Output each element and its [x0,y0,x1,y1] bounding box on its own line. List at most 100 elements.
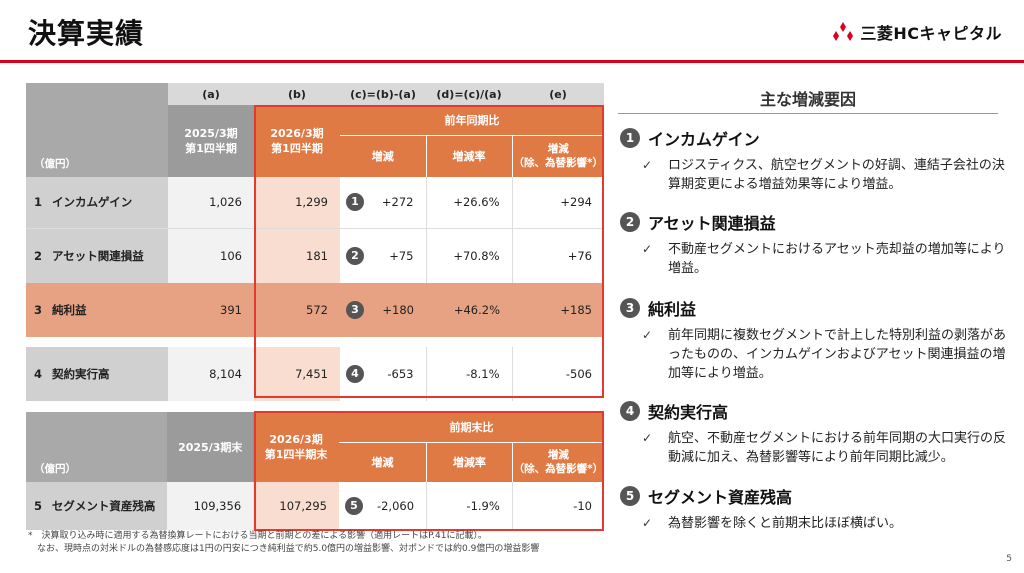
table-row: 1 インカムゲイン 1,026 1,299 1 +272 +26.6% +294 [26,177,604,228]
check-icon: ✓ [642,431,653,445]
reason-body: 前年同期に複数セグメントで計上した特別利益の剥落があったものの、インカムゲインお… [668,328,1007,381]
group-header: 前年同期比 [340,105,604,136]
header-divider [0,60,1024,63]
footnote-line-1: * 決算取り込み時に適用する為替換算レートにおける当期と前期との差による影響（適… [28,531,487,541]
value-a: 8,104 [168,347,254,401]
value-d: -8.1% [426,347,513,401]
reason-number: 5 [620,486,640,506]
check-icon: ✓ [642,158,653,172]
reason-body: 為替影響を除くと前期末比ほぼ横ばい。 [668,516,903,531]
col-header-b: 2026/3期 第1四半期末 [253,412,339,482]
value-a: 106 [168,228,254,283]
sub-header-d: 増減率 [426,442,513,482]
check-icon: ✓ [642,516,653,530]
sub-header-e: 増減 （除、為替影響*） [512,442,604,482]
reason-heading: 純利益 [648,300,697,319]
table-row: 5 セグメント資産残高 109,356 107,295 5 -2,060 -1.9… [26,482,604,530]
value-b: 7,451 [254,347,340,401]
row-index: 3 [26,283,50,337]
badge-3: 3 [346,301,364,319]
unit-label: （億円） [34,463,76,475]
group-header: 前期末比 [338,412,604,443]
check-icon: ✓ [642,328,653,342]
value-c: +75 [389,248,414,263]
row-label: インカムゲイン [50,177,168,228]
side-panel-title: 主な増減要因 [759,90,856,109]
value-e: +76 [512,228,604,283]
row-label: アセット関連損益 [50,228,168,283]
unit-label: （億円） [34,158,76,170]
col-header-b: 2026/3期 第1四半期 [254,105,340,177]
value-b: 107,295 [253,482,339,530]
page-title: 決算実績 [28,17,145,50]
reason-item-4: 4 契約実行高 ✓ 航空、不動産セグメントにおける前年同期の大口実行の反動減に加え、… [620,399,1010,467]
footnote-line-2: なお、現時点の対米ドルの為替感応度は1円の円安につき純利益で約5.0億円の増益影… [28,544,540,554]
col-letter-d: (d)=(c)/(a) [426,83,512,105]
value-b: 1,299 [254,177,340,228]
reason-item-5: 5 セグメント資産残高 ✓ 為替影響を除くと前期末比ほぼ横ばい。 [620,484,1010,533]
reason-number: 3 [620,298,640,318]
reason-heading: アセット関連損益 [648,214,776,233]
reason-number: 1 [620,128,640,148]
reason-body: ロジスティクス、航空セグメントの好調、連結子会社の決算期変更による増益効果等によ… [668,158,1005,192]
row-index: 2 [26,228,50,283]
col-header-a: 2025/3期末 [167,412,254,482]
table-row: 2 アセット関連損益 106 181 2 +75 +70.8% +76 [26,228,604,283]
three-diamonds-icon [833,22,854,41]
table-row-highlighted: 3 純利益 391 572 3 +180 +46.2% +185 [26,283,604,337]
badge-1: 1 [346,193,364,212]
assets-table: （億円） 2025/3期末 2026/3期 第1四半期末 前期末比 増減 増減率… [26,412,604,530]
value-a: 109,356 [167,482,254,530]
value-d: +70.8% [426,228,513,283]
company-logo: 三菱HCキャピタル [832,20,1002,44]
reason-item-3: 3 純利益 ✓ 前年同期に複数セグメントで計上した特別利益の剥落があったものの、イン… [620,296,1010,383]
reason-body: 不動産セグメントにおけるアセット売却益の増加等により増益。 [668,242,1006,276]
reason-item-2: 2 アセット関連損益 ✓ 不動産セグメントにおけるアセット売却益の増加等により増益。 [620,210,1010,278]
check-icon: ✓ [642,242,653,256]
row-label: セグメント資産残高 [49,482,168,530]
row-index: 1 [26,177,50,228]
value-e: +185 [512,283,604,337]
badge-4: 4 [346,365,364,383]
value-d: +26.6% [426,177,513,228]
col-header-a: 2025/3期 第1四半期 [168,105,254,177]
reason-number: 2 [620,212,640,232]
page-number: 5 [1006,554,1012,564]
reason-heading: セグメント資産残高 [648,488,793,507]
logo-text: 三菱HCキャピタル [860,24,1002,43]
value-c: +272 [381,195,414,210]
col-letter-a: (a) [168,83,254,105]
results-table: （億円） (a) (b) (c)=(b)-(a) (d)=(c)/(a) (e)… [26,83,604,401]
table-row: 4 契約実行高 8,104 7,451 4 -653 -8.1% -506 [26,347,604,401]
value-d: -1.9% [426,482,513,530]
value-b: 181 [254,228,340,283]
sub-header-d: 増減率 [426,135,513,177]
row-label: 純利益 [50,283,168,337]
col-letter-b: (b) [254,83,340,105]
value-a: 391 [168,283,254,337]
side-panel-divider [618,113,998,114]
reason-item-1: 1 インカムゲイン ✓ ロジスティクス、航空セグメントの好調、連結子会社の決算期変更… [620,126,1010,194]
value-c: -653 [387,367,414,381]
value-c: +180 [382,303,414,317]
reason-heading: 契約実行高 [648,403,729,422]
sub-header-e: 増減 （除、為替影響*） [512,135,604,177]
reason-number: 4 [620,401,640,421]
row-index: 4 [26,347,50,401]
col-letter-e: (e) [512,83,604,105]
value-d: +46.2% [426,283,512,337]
value-e: -10 [512,482,604,530]
value-e: +294 [512,177,604,228]
value-c: -2,060 [376,499,415,513]
row-label: 契約実行高 [50,347,168,401]
reason-heading: インカムゲイン [648,130,760,149]
value-b: 572 [254,283,340,337]
value-a: 1,026 [168,177,254,228]
footnote: * 決算取り込み時に適用する為替換算レートにおける当期と前期との差による影響（適… [28,530,618,556]
sub-header-c: 増減 [338,442,428,482]
sub-header-c: 増減 [340,135,427,177]
row-index: 5 [26,482,50,530]
badge-2: 2 [346,246,364,265]
badge-5: 5 [344,497,363,515]
col-letter-c: (c)=(b)-(a) [340,83,426,105]
